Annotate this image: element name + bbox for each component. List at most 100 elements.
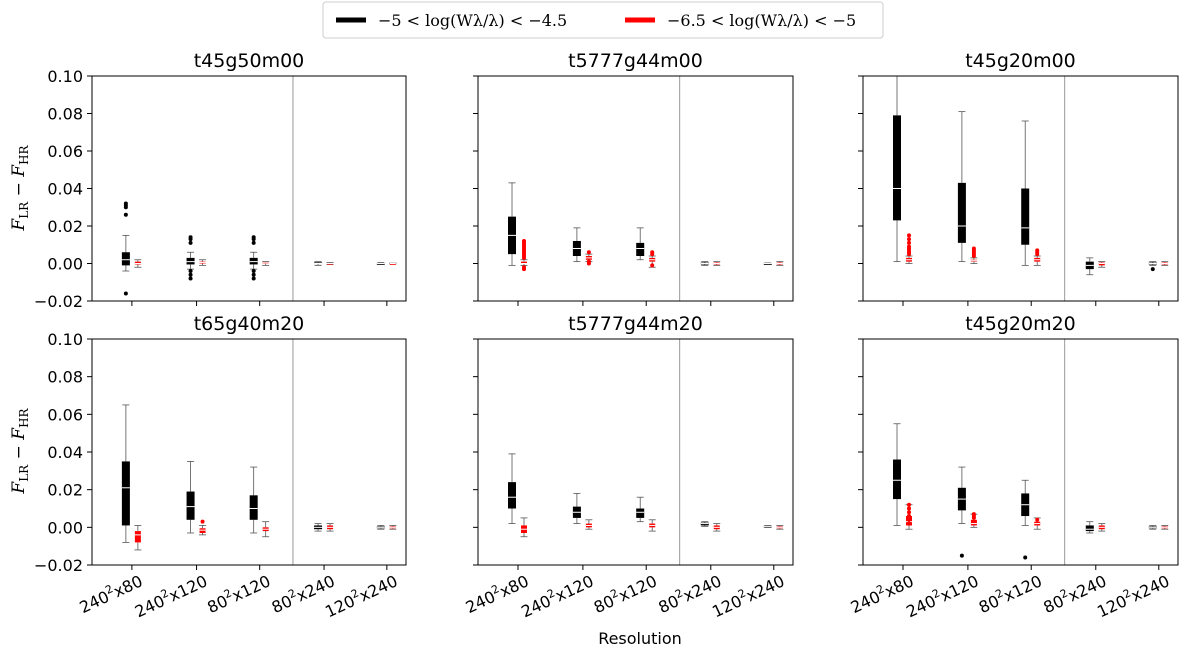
box-black-0 [508,453,517,524]
flier-point [907,506,912,511]
legend: −5 < log(Wλ/λ) < −4.5 −6.5 < log(Wλ/λ) <… [322,1,884,39]
box-red-2 [262,521,270,538]
box-iqr [970,519,977,526]
y-tick-label: 0.00 [47,518,83,537]
box-iqr [389,263,396,265]
box-red-2 [262,261,270,266]
box-black-4 [763,525,772,528]
box-black-4 [763,262,772,265]
box-iqr [893,459,902,500]
flier-point [123,212,128,217]
box-iqr [636,508,645,518]
box-red-1 [199,259,207,266]
x-tick-label: 2402x120 [517,570,596,622]
box-red-1 [970,512,978,528]
box-black-3 [1085,257,1094,276]
flier-point [907,233,912,238]
box-red-3 [713,261,721,266]
flier-point [907,502,912,507]
box-red-1 [585,250,593,266]
panel-content [508,182,784,272]
y-tick-label: 0.08 [47,105,83,124]
panel-content [121,404,397,551]
panel-content [893,423,1169,560]
box-red-4 [389,525,397,530]
flier-point [251,276,256,281]
flier-point [188,276,193,281]
panel-content [508,453,784,538]
box-black-4 [376,262,385,265]
box-black-2 [1021,479,1030,560]
flier-point [650,250,655,255]
flier-point [123,205,128,210]
box-red-0 [134,525,142,551]
box-red-0 [520,239,528,272]
x-tick-label: 802x120 [203,570,273,618]
flier-point [251,269,256,273]
box-black-3 [1085,521,1094,534]
panel-title: t45g20m20 [965,313,1076,335]
y-tick-label: 0.02 [47,481,83,500]
flier-point [907,517,912,522]
box-iqr [957,182,966,243]
box-iqr [1021,188,1030,245]
box-red-3 [1098,261,1106,268]
panel-title: t65g40m20 [194,313,305,335]
y-tick-label: 0.08 [47,368,83,387]
panel-frame [862,338,1179,566]
box-iqr [121,252,130,266]
y-tick-label: 0.06 [47,405,83,424]
flier-point [188,237,193,242]
flier-point [907,252,912,257]
x-axis-label: Resolution [598,629,682,648]
flier-point [971,515,976,520]
box-black-1 [957,466,966,558]
panel-title: t45g50m00 [194,50,305,72]
flier-point [200,519,205,524]
box-black-3 [314,261,323,266]
x-tick-label: 802x120 [590,570,660,618]
box-iqr [636,242,645,256]
x-tick-label: 1202x240 [321,570,400,622]
flier-point [907,240,912,245]
box-red-3 [326,523,334,532]
box-red-4 [1161,525,1169,530]
panel-content [121,201,397,296]
y-tick-label: 0.04 [47,180,83,199]
box-red-1 [970,246,978,264]
panel-t5777g44m20: t5777g44m202402x802402x120802x120802x240… [463,313,794,622]
box-black-1 [572,227,581,263]
y-tick-label: 0.00 [47,255,83,274]
box-red-1 [199,519,207,536]
y-tick-label: −0.02 [34,292,83,311]
box-iqr [521,261,528,264]
y-tick-label: 0.06 [47,142,83,161]
flier-point [650,263,655,268]
box-iqr [763,263,772,265]
box-black-2 [636,227,645,261]
x-tick-label: 2402x120 [902,570,981,622]
flier-point [971,254,976,258]
x-tick-label: 802x120 [975,570,1045,618]
flier-point [123,291,128,296]
flier-point [1023,555,1028,560]
panel-t45g20m00: t45g20m00 [858,50,1179,306]
box-black-1 [957,111,966,263]
flier-point [1150,267,1155,272]
box-red-4 [776,525,784,530]
y-axis-label-bottom: FLR − FHR [9,407,31,494]
flier-point [907,510,912,515]
legend-label-red: −6.5 < log(Wλ/λ) < −5 [667,11,856,30]
box-red-4 [1161,261,1169,266]
y-tick-label: −0.02 [34,556,83,575]
box-red-0 [520,517,528,538]
box-black-0 [893,76,902,263]
box-red-4 [389,262,397,265]
box-red-2 [1033,517,1041,530]
box-black-0 [893,423,902,526]
box-black-2 [636,496,645,523]
flier-point [188,240,193,245]
box-black-2 [1021,120,1030,266]
flier-point [1035,517,1040,522]
